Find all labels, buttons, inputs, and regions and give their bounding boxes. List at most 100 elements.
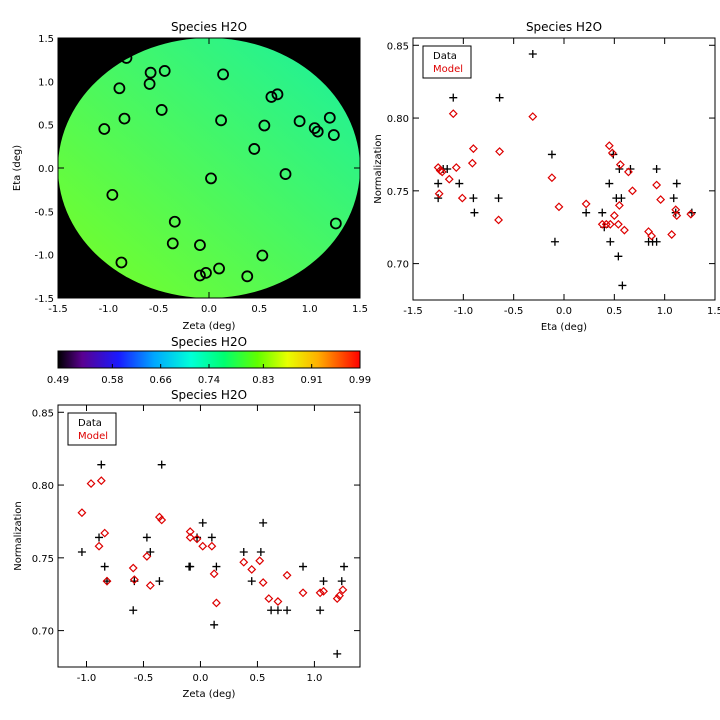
colorbar-tick-label: 0.49 (47, 375, 69, 386)
eta-x-tick-label: 1.5 (707, 306, 720, 317)
map-station-marker (293, 115, 306, 128)
colorbar-title: Species H2O (171, 335, 247, 349)
eta-x-label: Eta (deg) (541, 322, 587, 333)
zeta-data-point (267, 606, 276, 615)
eta-x-tick-label: 1.0 (657, 306, 673, 317)
zeta-model-point (207, 541, 217, 551)
zeta-y-label: Normalization (13, 501, 24, 571)
map-station-markers (98, 52, 342, 283)
zeta-model-point (209, 569, 219, 579)
map-station-marker (265, 91, 278, 103)
map-station-marker (279, 168, 292, 180)
zeta-model-point (319, 586, 328, 596)
eta-model-point (547, 173, 557, 183)
colorbar-tick-label: 0.83 (252, 375, 274, 386)
map-station-marker (256, 249, 269, 262)
eta-data-point (598, 208, 607, 217)
eta-model-point (467, 158, 477, 168)
eta-x-tick-label: -1.0 (454, 306, 474, 317)
colorbar-tick-label: 0.58 (101, 375, 123, 386)
map-station-marker (241, 270, 254, 283)
zeta-data-point (97, 460, 106, 469)
eta-frame (412, 37, 716, 301)
eta-data-point (614, 252, 623, 261)
zeta-model-point (94, 541, 104, 551)
eta-data-point (615, 165, 624, 173)
zeta-title: Species H2O (171, 388, 247, 402)
zeta-data-point (333, 649, 342, 658)
map-axis-ticks: -1.5 -1.0 -0.5 0.0 0.5 1.0 1.5 -1.5 -1.0 -0.5 0.0 0… (34, 34, 367, 315)
zeta-model-point (255, 556, 265, 566)
eta-model-point (434, 189, 444, 199)
colorbar-tick-label: 0.66 (150, 375, 172, 386)
map-y-tick-label: 0.5 (38, 121, 54, 132)
eta-axis-ticks: -1.5 -1.0 -0.5 0.0 0.5 1.0 1.5 0.70 0.75 0.80 0.85 (387, 38, 720, 317)
eta-model-point (623, 167, 633, 177)
eta-model-point (604, 141, 614, 151)
zeta-model-point (211, 598, 221, 608)
eta-scatter-panel: Species H2O -1.5 -1.0 -0.5 0.0 0.5 1.0 1.5 0.70… (373, 20, 720, 333)
zeta-model-point (239, 557, 249, 567)
eta-data-point (582, 208, 591, 217)
map-station-marker (215, 114, 227, 127)
map-station-marker (113, 82, 126, 95)
map-station-marker (120, 52, 133, 64)
zeta-model-point (315, 588, 325, 598)
zeta-y-tick-label: 0.70 (32, 627, 54, 638)
eta-data-point (434, 194, 443, 203)
map-station-marker (194, 239, 206, 252)
zeta-model-point (128, 563, 138, 573)
eta-data-point (605, 179, 614, 188)
zeta-data-point (316, 606, 325, 615)
eta-model-point (607, 148, 617, 158)
eta-y-label: Normalization (373, 134, 384, 204)
map-x-tick-label: -0.5 (149, 304, 169, 315)
map-station-marker (98, 123, 111, 135)
map-y-tick-label: -1.0 (34, 251, 54, 262)
zeta-model-point (192, 534, 202, 544)
map-station-marker (158, 65, 171, 77)
map-station-marker (144, 66, 157, 79)
eta-data-point (495, 93, 504, 102)
zeta-model-point (335, 591, 344, 601)
zeta-model-point (129, 575, 139, 585)
map-y-tick-label: -1.5 (34, 294, 54, 305)
eta-x-tick-label: 0.0 (556, 306, 572, 317)
zeta-data-point (247, 577, 256, 586)
eta-model-point (686, 209, 696, 219)
map-title: Species H2O (171, 20, 247, 34)
eta-y-tick-label: 0.75 (387, 187, 409, 198)
eta-y-tick-label: 0.80 (387, 114, 409, 125)
eta-title: Species H2O (526, 20, 602, 34)
zeta-data-point (155, 577, 164, 586)
zeta-legend-box (67, 412, 117, 446)
eta-data-point (547, 150, 556, 159)
map-station-marker (115, 256, 128, 269)
zeta-data-point (142, 533, 151, 542)
eta-model-point (451, 163, 461, 172)
zeta-data-point (207, 533, 216, 542)
eta-data-point (449, 93, 458, 102)
zeta-legend-data: Data (78, 418, 102, 429)
eta-model-point (614, 200, 624, 210)
zeta-data-point (212, 562, 221, 571)
eta-model-point (613, 219, 623, 229)
zeta-model-point (100, 528, 110, 538)
zeta-scatter-panel: -1.0 -0.5 0.0 0.5 1.0 0.70 0.75 0.80 0.85 Data M… (13, 404, 361, 700)
map-x-tick-label: 0.0 (201, 304, 217, 315)
zeta-data-point (210, 620, 219, 629)
eta-data-point (606, 237, 615, 246)
map-x-tick-label: -1.5 (48, 304, 68, 315)
zeta-axis-ticks: -1.0 -0.5 0.0 0.5 1.0 0.70 0.75 0.80 0.85 (32, 405, 360, 684)
zeta-data-point (319, 577, 328, 586)
zeta-data-point (299, 562, 308, 571)
zeta-x-tick-label: -0.5 (134, 673, 154, 684)
map-station-marker (143, 78, 156, 90)
eta-data-point (528, 50, 537, 59)
map-station-marker (166, 237, 179, 250)
eta-data-point (617, 194, 626, 203)
map-station-marker (217, 68, 229, 81)
eta-model-point (528, 112, 538, 122)
eta-model-point (554, 202, 564, 212)
map-y-label: Eta (deg) (12, 145, 23, 191)
